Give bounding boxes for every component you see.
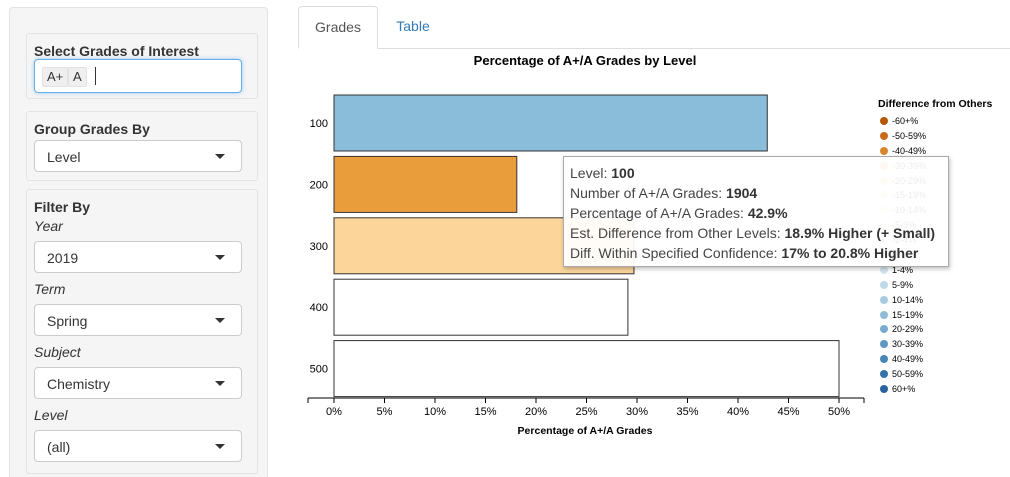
chevron-down-icon [215, 255, 225, 260]
x-tick-label: 50% [828, 406, 850, 418]
text-cursor [95, 67, 96, 85]
grade-chip[interactable]: A [68, 67, 87, 87]
legend-item: 20-29% [878, 323, 1010, 338]
tooltip-difference: Est. Difference from Other Levels: 18.9%… [570, 225, 936, 241]
x-axis-label: Percentage of A+/A Grades [518, 425, 653, 437]
level-select[interactable]: (all) [34, 430, 242, 462]
y-tick-label: 500 [310, 364, 328, 376]
legend-label: 40-49% [892, 354, 924, 365]
x-tick-label: 25% [575, 406, 597, 418]
group-by-group: Group Grades By Level [26, 111, 258, 181]
tooltip-level: Level: 100 [570, 165, 635, 181]
tooltip-percentage: Percentage of A+/A Grades: 42.9% [570, 205, 788, 221]
legend-title: Difference from Others [878, 98, 993, 110]
tab-grades[interactable]: Grades [298, 6, 378, 49]
subject-value: Chemistry [47, 376, 111, 392]
tooltip-confidence: Diff. Within Specified Confidence: 17% t… [570, 245, 919, 261]
legend-swatch [880, 370, 888, 379]
legend-swatch [880, 385, 888, 394]
legend-swatch [880, 295, 888, 304]
chevron-down-icon [215, 444, 225, 449]
legend-item: -40-49% [878, 145, 1010, 160]
legend-label: 60+% [892, 384, 916, 395]
x-tick-label: 15% [474, 406, 496, 418]
bar-level-200[interactable] [333, 155, 518, 213]
legend-item: 10-14% [878, 294, 1010, 309]
x-tick-label: 20% [525, 406, 547, 418]
y-tick-label: 100 [310, 118, 328, 130]
legend-swatch [880, 117, 888, 125]
x-tick-label: 5% [377, 406, 393, 418]
legend-label: 10-14% [892, 294, 924, 305]
term-label: Term [34, 281, 66, 297]
chevron-down-icon [215, 318, 225, 323]
grades-group: Select Grades of Interest A+ A [26, 33, 258, 99]
x-tick-label: 45% [777, 406, 799, 418]
x-tick-label: 40% [727, 406, 749, 418]
legend-swatch [880, 355, 888, 364]
bar-level-100[interactable] [333, 94, 768, 152]
term-value: Spring [47, 313, 88, 329]
legend-swatch [880, 310, 888, 319]
legend-label: -60+% [892, 116, 919, 126]
chevron-down-icon [215, 154, 225, 159]
grades-multiselect[interactable]: A+ A [34, 59, 242, 93]
legend-label: 5-9% [892, 279, 914, 290]
legend-item: 60+% [878, 383, 1010, 398]
filter-group: Filter By Year 2019 Term Spring Subject … [26, 189, 258, 474]
grade-chip[interactable]: A+ [42, 67, 69, 87]
legend-item: 30-39% [878, 338, 1010, 353]
subject-select[interactable]: Chemistry [34, 367, 242, 399]
tab-table[interactable]: Table [396, 18, 430, 34]
tab-bar: Grades Table [298, 6, 1010, 49]
legend-item: 40-49% [878, 353, 1010, 368]
group-by-value: Level [47, 149, 81, 165]
legend-swatch [880, 146, 888, 155]
legend-item: 15-19% [878, 309, 1010, 324]
legend-label: -40-49% [892, 145, 927, 156]
level-label: Level [34, 407, 68, 423]
tooltip-count: Number of A+/A Grades: 1904 [570, 185, 758, 201]
year-label: Year [34, 218, 63, 234]
legend-label: -50-59% [892, 130, 927, 141]
x-tick-label: 10% [424, 406, 446, 418]
legend-label: 15-19% [892, 309, 924, 320]
legend-swatch [880, 131, 888, 140]
x-tick-label: 0% [326, 406, 342, 418]
bar-level-500[interactable] [333, 340, 840, 398]
group-by-select[interactable]: Level [34, 140, 242, 172]
year-value: 2019 [47, 250, 79, 266]
legend-swatch [880, 280, 888, 289]
term-select[interactable]: Spring [34, 304, 242, 336]
legend-item: 1-4% [878, 264, 1010, 279]
grades-title: Select Grades of Interest [34, 43, 199, 59]
x-tick-label: 35% [676, 406, 698, 418]
legend-swatch [880, 340, 888, 349]
bar-level-400[interactable] [333, 278, 629, 336]
subject-label: Subject [34, 344, 81, 360]
legend-label: 30-39% [892, 339, 924, 350]
chart-title: Percentage of A+/A Grades by Level [474, 53, 697, 68]
y-tick-label: 400 [310, 302, 328, 314]
y-tick-label: 200 [310, 179, 328, 191]
group-by-title: Group Grades By [34, 121, 150, 137]
legend-swatch [880, 325, 888, 334]
y-tick-label: 300 [310, 241, 328, 253]
legend-swatch [880, 265, 888, 274]
legend-item: -50-59% [878, 130, 1010, 145]
legend-label: 20-29% [892, 324, 924, 335]
year-select[interactable]: 2019 [34, 241, 242, 273]
legend-label: 1-4% [892, 264, 914, 275]
legend-item: -60+% [878, 115, 1010, 130]
level-value: (all) [47, 439, 71, 455]
legend-item: 50-59% [878, 368, 1010, 383]
chart-tooltip: Level: 100 Number of A+/A Grades: 1904 P… [563, 156, 949, 267]
sidebar-panel: Select Grades of Interest A+ A Group Gra… [9, 7, 268, 477]
legend-label: 50-59% [892, 369, 924, 380]
legend-item: 5-9% [878, 279, 1010, 294]
chevron-down-icon [215, 381, 225, 386]
x-tick-label: 30% [626, 406, 648, 418]
filter-title: Filter By [34, 199, 91, 215]
